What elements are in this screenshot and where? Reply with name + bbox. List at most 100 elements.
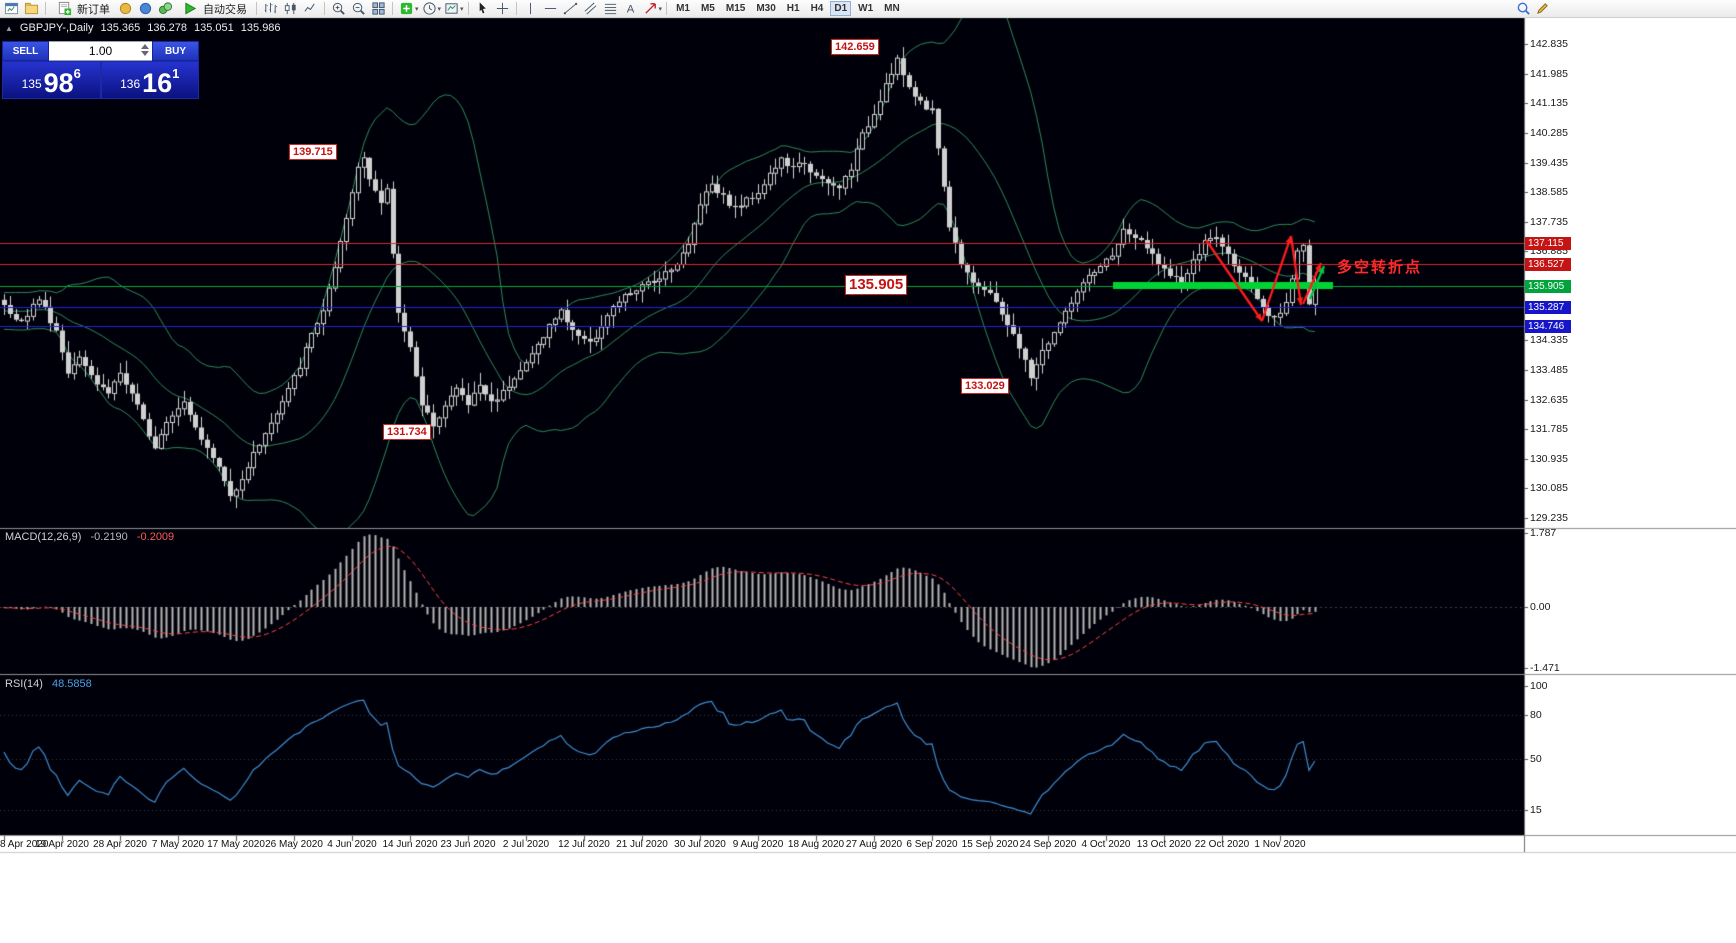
timeframe-h1-button[interactable]: H1 — [783, 1, 804, 16]
search-icon[interactable] — [1514, 1, 1533, 17]
fibonacci-icon[interactable] — [601, 1, 620, 17]
sell-button[interactable]: SELL — [2, 41, 49, 61]
price-axis-label: 137.735 — [1530, 216, 1568, 228]
date-axis-label: 2 Jul 2020 — [502, 839, 550, 850]
sell-price-small: 135 — [21, 77, 42, 91]
volume-field — [49, 41, 152, 61]
macd-signal-value: -0.2009 — [136, 531, 175, 543]
periods-dropdown-icon[interactable]: ▾ — [437, 5, 442, 13]
periods-icon[interactable] — [420, 1, 439, 17]
horizontal-line-icon[interactable] — [541, 1, 560, 17]
date-axis-label: 14 Jun 2020 — [382, 839, 438, 850]
timeframe-m1-button[interactable]: M1 — [672, 1, 694, 16]
time-axis[interactable] — [0, 836, 1524, 853]
price-axis-label: 130.085 — [1530, 482, 1568, 494]
tile-windows-icon[interactable] — [369, 1, 388, 17]
volume-spinner[interactable] — [141, 44, 149, 56]
chart-price-label[interactable]: 131.734 — [383, 424, 431, 440]
arrows-dropdown-icon[interactable]: ▾ — [658, 5, 663, 13]
signals-icon[interactable] — [156, 1, 175, 17]
candlestick-chart-icon[interactable] — [281, 1, 300, 17]
timeframe-d1-button[interactable]: D1 — [830, 1, 852, 16]
templates-dropdown-icon[interactable]: ▾ — [460, 5, 464, 13]
price-axis[interactable] — [1524, 18, 1736, 835]
date-axis-label: 12 Jul 2020 — [558, 839, 610, 850]
svg-text:A: A — [626, 3, 634, 15]
price-axis-label: 132.635 — [1530, 394, 1568, 406]
buy-button[interactable]: BUY — [152, 41, 199, 61]
timeframe-w1-button[interactable]: W1 — [854, 1, 877, 16]
timeframe-mn-button[interactable]: MN — [880, 1, 904, 16]
timeframe-m5-button[interactable]: M5 — [697, 1, 719, 16]
cursor-icon[interactable] — [473, 1, 492, 17]
timeframe-m15-button[interactable]: M15 — [722, 1, 749, 16]
templates-icon[interactable] — [442, 1, 461, 17]
new-chart-icon[interactable] — [2, 1, 21, 17]
arrows-tool-icon[interactable] — [641, 1, 660, 17]
indicators-icon[interactable] — [397, 1, 416, 17]
date-axis-label: 19 Apr 2020 — [35, 839, 89, 850]
rsi-axis-label: 50 — [1530, 753, 1542, 765]
panel-separator[interactable] — [0, 526, 1736, 531]
price-axis-label: 142.835 — [1530, 38, 1568, 50]
chart-price-label[interactable]: 133.029 — [961, 378, 1009, 394]
date-axis-label: 6 Sep 2020 — [906, 839, 958, 850]
indicators-dropdown-icon[interactable]: ▾ — [415, 5, 419, 13]
price-axis-label: 131.785 — [1530, 423, 1568, 435]
chart-price-label[interactable]: 139.715 — [289, 144, 337, 160]
crosshair-icon[interactable] — [493, 1, 512, 17]
date-axis-label: 8 Apr 2020 — [0, 839, 49, 850]
date-axis-label: 28 Apr 2020 — [93, 839, 147, 850]
market-icon[interactable] — [136, 1, 155, 17]
edit-pencil-icon[interactable] — [1533, 1, 1552, 17]
zoom-in-icon[interactable] — [329, 1, 348, 17]
date-axis-label: 18 Aug 2020 — [787, 839, 845, 850]
profiles-icon[interactable] — [22, 1, 41, 17]
toolbar-separator — [666, 2, 668, 15]
timeframe-h4-button[interactable]: H4 — [807, 1, 828, 16]
new-order-button[interactable]: 新订单 — [50, 1, 115, 17]
one-click-trading-panel: SELL BUY 135 98 6 136 16 1 — [2, 41, 199, 99]
collapse-panel-icon[interactable]: ▲ — [5, 23, 13, 33]
trendline-icon[interactable] — [561, 1, 580, 17]
volume-input[interactable] — [63, 43, 138, 59]
rsi-axis-label: 15 — [1530, 804, 1542, 816]
bar-chart-icon[interactable] — [261, 1, 280, 17]
chart-price-label[interactable]: 135.905 — [845, 275, 908, 295]
date-axis-label: 21 Jul 2020 — [616, 839, 668, 850]
autotrading-button[interactable]: 自动交易 — [176, 1, 252, 17]
autotrading-play-icon — [181, 1, 200, 17]
ohlc-open: 135.365 — [100, 22, 141, 34]
sell-price-button[interactable]: 135 98 6 — [2, 61, 101, 99]
chart-price-label[interactable]: 142.659 — [831, 39, 879, 55]
price-axis-label: 129.235 — [1530, 512, 1568, 524]
price-axis-label: 141.135 — [1530, 97, 1568, 109]
panel-separator[interactable] — [0, 672, 1736, 677]
vertical-line-icon[interactable] — [521, 1, 540, 17]
channel-icon[interactable] — [581, 1, 600, 17]
line-chart-icon[interactable] — [301, 1, 320, 17]
spinner-up-icon[interactable] — [141, 44, 149, 49]
toolbar-separator — [45, 2, 46, 15]
price-tag: 135.287 — [1525, 301, 1571, 314]
toolbar-separator — [515, 2, 517, 15]
timeframe-m30-button[interactable]: M30 — [752, 1, 779, 16]
date-axis-label: 4 Jun 2020 — [327, 839, 377, 850]
buy-price-button[interactable]: 136 16 1 — [100, 61, 199, 99]
macd-indicator-label: MACD(12,26,9) -0.2190 -0.2009 — [5, 531, 174, 543]
date-axis-label: 4 Oct 2020 — [1081, 839, 1131, 850]
date-axis-label: 26 May 2020 — [265, 839, 323, 850]
toolbar-separator — [324, 2, 325, 15]
toolbar-separator — [467, 2, 469, 15]
zoom-out-icon[interactable] — [349, 1, 368, 17]
spinner-down-icon[interactable] — [141, 51, 149, 56]
text-label-icon[interactable]: A — [621, 1, 640, 17]
price-axis-label: 138.585 — [1530, 186, 1568, 198]
mql-community-icon[interactable] — [116, 1, 135, 17]
macd-name: MACD(12,26,9) — [5, 531, 82, 543]
date-axis-label: 30 Jul 2020 — [674, 839, 726, 850]
date-axis-label: 1 Nov 2020 — [1254, 839, 1306, 850]
buy-price-sup: 1 — [172, 66, 180, 81]
turning-point-annotation[interactable]: 多空转折点 — [1337, 259, 1423, 276]
